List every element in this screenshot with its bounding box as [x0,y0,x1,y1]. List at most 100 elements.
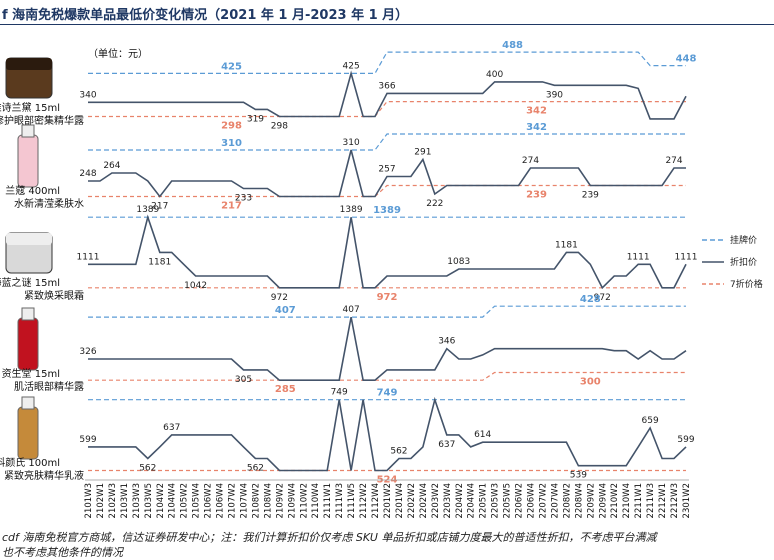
discount-price-line [88,316,687,381]
discount-price-label: 1042 [184,281,207,291]
x-tick-label: 2209W2 [586,483,596,518]
product-bottle-icon [17,317,39,371]
discount-price-label: 298 [271,122,288,132]
x-tick-label: 2110W4 [311,483,321,518]
list-price-label: 448 [676,54,697,65]
discount-price-label: 233 [235,194,252,204]
x-tick-label: 2207W4 [550,483,560,518]
discount-price-label: 366 [378,81,395,91]
x-tick-label: 2204W2 [455,483,465,518]
x-tick-label: 2202W4 [419,483,429,518]
x-tick-label: 2202W2 [407,483,417,518]
x-tick-label: 2102W1 [96,483,106,518]
product-desc: 紧致亮肤精华乳液 [4,469,84,482]
legend-label: 挂牌价 [730,234,757,246]
seventy-price-line [88,371,686,381]
discount-price-line [88,214,687,290]
title-divider [0,24,774,25]
discount-price-label: 425 [343,61,360,71]
discount-price-label: 562 [390,447,407,457]
list-price-label: 407 [275,305,296,316]
x-tick-label: 2103W1 [120,483,130,518]
product-desc: 水新清滢柔肤水 [14,197,84,210]
seventy-price-label: 300 [580,376,601,387]
seventy-price-label: 285 [275,384,296,395]
discount-price-label: 1389 [340,205,363,215]
data-labels: 425 488 448 298 342 340 319 298 425 366 400 390 310 3… [77,40,698,485]
x-tick-label: 2205W3 [491,483,501,518]
x-tick-label: 2203W4 [443,483,453,518]
discount-price-label: 659 [642,416,659,426]
x-tick-label: 2109W2 [275,483,285,518]
discount-price-label: 1181 [555,240,578,250]
price-lines [88,51,687,472]
discount-price-label: 291 [414,148,431,158]
x-tick-label: 2108W4 [263,483,273,518]
product-desc: 肌活眼部精华露 [14,380,84,393]
product-name: 资生堂 15ml [2,367,60,380]
product-name: 兰蔻 400ml [5,184,60,197]
discount-price-label: 1389 [136,205,159,215]
x-tick-label: 2105W2 [180,483,190,518]
x-tick-label: 2105W4 [192,483,202,518]
product-bottle-icon [17,406,39,460]
product-cap-icon [21,124,35,138]
x-tick-label: 2301W2 [682,483,692,518]
x-tick-label: 2111W3 [335,483,345,518]
x-tick-label: 2103W3 [132,483,142,518]
price-chart: 雅诗兰黛 15ml抗老修护眼部密集精华露兰蔻 400ml水新清滢柔肤水海蓝之谜 … [0,40,763,518]
seventy-price-label: 239 [526,190,547,201]
legend-label: 折扣价 [730,256,757,268]
x-axis: 2101W3 2102W1 2102W3 2103W1 2103W3 2103W5 2104… [84,479,692,518]
discount-price-label: 749 [331,388,348,398]
product-desc: 抗老修护眼部密集精华露 [0,114,84,127]
x-tick-label: 2206W4 [527,483,537,518]
x-tick-label: 2112W4 [371,483,381,518]
discount-price-label: 562 [247,464,264,474]
product-images: 雅诗兰黛 15ml抗老修护眼部密集精华露兰蔻 400ml水新清滢柔肤水海蓝之谜 … [0,57,84,482]
unit-label: （单位：元） [88,47,148,60]
discount-price-label: 1111 [675,252,698,262]
x-tick-label: 2205W5 [503,483,513,518]
x-tick-label: 2201W2 [383,483,393,518]
x-tick-label: 2104W2 [156,483,166,518]
discount-price-label: 400 [486,70,503,80]
product-name: 科颜氏 100ml [0,456,60,469]
discount-price-label: 637 [163,423,180,433]
discount-price-label: 1181 [148,257,171,267]
x-tick-label: 2109W4 [287,483,297,518]
seventy-price-label: 217 [221,201,242,212]
list-price-line [88,51,686,74]
discount-price-label: 539 [570,471,587,481]
x-tick-label: 2212W1 [658,483,668,518]
product-desc: 紧致焕采眼霜 [24,289,84,302]
discount-price-label: 310 [343,138,360,148]
footer-note: cdf 海南免税官方商城，信达证券研发中心；注：我们计算折扣价仅考虑 SKU 单… [2,530,656,560]
footer-line-2: 也不考虑其他条件的情况 [2,546,123,559]
product-bottle-icon [17,134,39,188]
product-name: 雅诗兰黛 15ml [0,101,60,114]
list-price-label: 488 [502,40,523,51]
product-name: 海蓝之谜 15ml [0,276,60,289]
product-lid-icon [6,58,52,70]
x-tick-label: 2210W2 [610,483,620,518]
list-price-label: 428 [580,294,601,305]
discount-price-label: 248 [79,169,96,179]
x-tick-label: 2106W2 [204,483,214,518]
x-tick-label: 2209W4 [598,483,608,518]
x-tick-label: 2211W3 [646,483,656,518]
product-cap-icon [21,396,35,410]
seventy-price-label: 972 [377,292,398,303]
x-tick-label: 2211W1 [634,483,644,518]
discount-price-label: 390 [546,90,563,100]
x-tick-label: 2210W4 [622,483,632,518]
x-tick-label: 2201W4 [395,483,405,518]
x-tick-label: 2103W5 [144,483,154,518]
x-tick-label: 2101W3 [84,483,94,518]
discount-price-label: 972 [594,293,611,303]
list-price-label: 749 [377,388,398,399]
x-tick-label: 2111W1 [323,483,333,518]
discount-price-label: 222 [426,199,443,209]
x-tick-label: 2106W4 [216,483,226,518]
discount-price-label: 562 [139,464,156,474]
